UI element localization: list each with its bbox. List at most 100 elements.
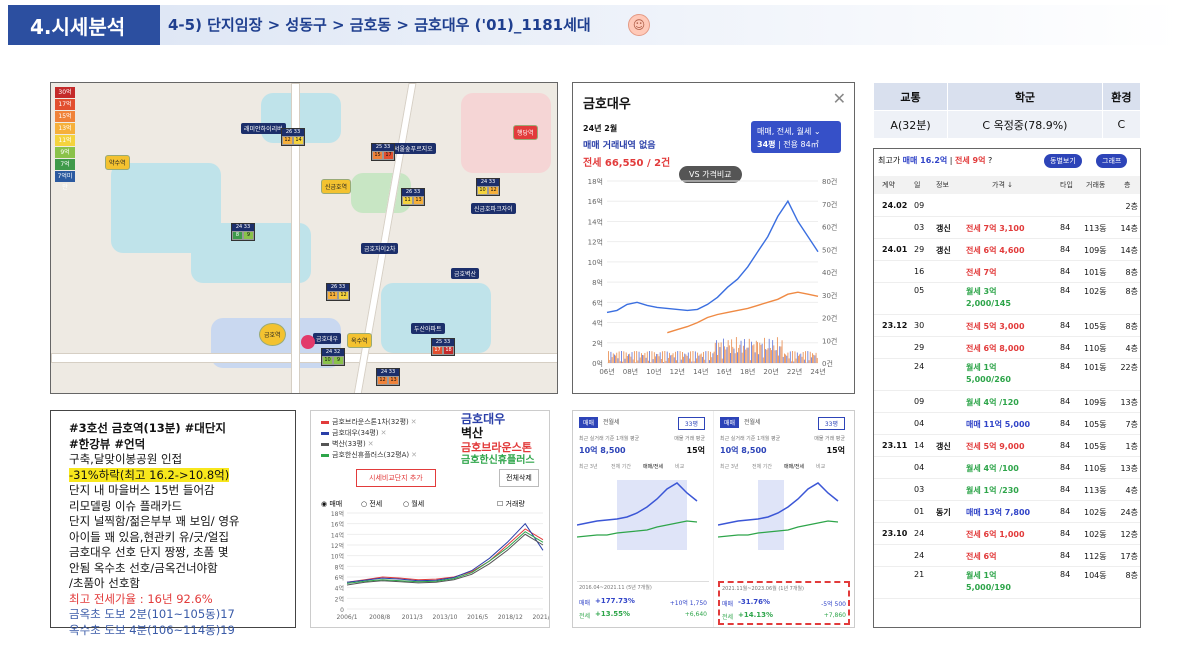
transaction-row[interactable]: 09 월세 4억 /120 84 109동 13층 bbox=[874, 391, 1140, 413]
price-box[interactable]: 26 33 11 12 bbox=[326, 283, 350, 301]
price-box[interactable]: 24 33 12 13 bbox=[376, 368, 400, 386]
volume-bar bbox=[646, 351, 648, 363]
complex-title: 금호대우 bbox=[583, 97, 631, 112]
transaction-row[interactable]: 16 전세 7억 84 101동 8층 bbox=[874, 261, 1140, 283]
close-icon[interactable]: ✕ bbox=[832, 89, 846, 108]
remove-icon[interactable]: ✕ bbox=[410, 418, 417, 426]
trade-type-selector[interactable]: 매매, 전세, 월세 ⌄ 34평 | 전용 84㎡ bbox=[751, 121, 841, 153]
row-floor: 17층 bbox=[1120, 552, 1138, 561]
jeonse-change: +13.55% bbox=[595, 610, 631, 618]
row-info: 갱신 bbox=[936, 224, 951, 233]
transaction-row[interactable]: 04 월세 4억 /100 84 110동 13층 bbox=[874, 457, 1140, 479]
period-tab[interactable]: 비교 bbox=[816, 464, 826, 470]
road bbox=[51, 353, 557, 363]
area-map[interactable]: 30억 17억 15억 13억 11억 9억 7억 7억미만 약수역 신금호역 옥수역 금호역… bbox=[50, 82, 558, 394]
target-pin[interactable] bbox=[301, 335, 315, 349]
volume-bar bbox=[700, 353, 702, 363]
period-tab[interactable]: 전체 기간 bbox=[611, 464, 631, 470]
tab-jeonse[interactable]: ○ 전세 bbox=[361, 500, 383, 508]
compare-item[interactable]: 금호한신휴플러스(32평A) ✕ bbox=[321, 450, 417, 460]
period-tab[interactable]: 비교 bbox=[675, 464, 685, 470]
overlay-label: 금호한신휴플러스 bbox=[461, 455, 535, 466]
complex-label[interactable]: 금호자이2차 bbox=[361, 243, 399, 254]
tab-sale[interactable]: ◉ 매매 bbox=[321, 500, 343, 508]
complex-label[interactable]: 래미안하이리버 bbox=[241, 123, 286, 134]
y-tick-label: 4억 bbox=[592, 320, 603, 328]
volume-bar bbox=[755, 340, 757, 363]
period-tab[interactable]: 매매/전세 bbox=[784, 464, 805, 470]
size-select[interactable]: 33평 bbox=[677, 417, 705, 430]
row-day: 03 bbox=[914, 223, 925, 232]
price-box[interactable]: 24 33 8 9 bbox=[231, 223, 255, 241]
transaction-row[interactable]: 29 전세 6억 8,000 84 110동 4층 bbox=[874, 337, 1140, 359]
complex-label[interactable]: 신금호파크자이 bbox=[471, 203, 516, 214]
compare-item[interactable]: 금호브라운스톤1차(32평) ✕ bbox=[321, 417, 417, 427]
tab-sale[interactable]: 매매 bbox=[720, 417, 740, 428]
delete-all-button[interactable]: 전체삭제 bbox=[499, 469, 539, 487]
tab-wolse[interactable]: ○ 월세 bbox=[403, 500, 425, 508]
sale-line bbox=[718, 482, 839, 526]
y2-tick-label: 50건 bbox=[822, 245, 837, 254]
row-month: 24.01 bbox=[882, 245, 908, 254]
tab-rent[interactable]: 전월세 bbox=[603, 419, 620, 426]
dong-view-button[interactable]: 동별보기 bbox=[1044, 154, 1082, 168]
transaction-row[interactable]: 24.01 29 갱신 전세 6억 4,600 84 109동 14층 bbox=[874, 239, 1140, 261]
transaction-row[interactable]: 03 갱신 전세 7억 3,100 84 113동 14층 bbox=[874, 217, 1140, 239]
transaction-row[interactable]: 23.10 24 전세 6억 1,000 84 102동 12층 bbox=[874, 523, 1140, 545]
price-box[interactable]: 26 33 11 13 bbox=[401, 188, 425, 206]
transaction-row[interactable]: 03 월세 1억 /230 84 113동 4층 bbox=[874, 479, 1140, 501]
transaction-row[interactable]: 23.12 30 전세 5억 3,000 84 105동 8층 bbox=[874, 315, 1140, 337]
transaction-row[interactable]: 24 월세 1억 5,000/260 84 101동 22층 bbox=[874, 359, 1140, 391]
volume-bar bbox=[726, 347, 728, 363]
price-box[interactable]: 26 33 12 14 bbox=[281, 128, 305, 146]
compare-item[interactable]: 금호대우(34평) ✕ bbox=[321, 428, 386, 438]
sale-amount: -5억 500 bbox=[821, 601, 846, 608]
period-tab[interactable]: 최근 3년 bbox=[579, 464, 598, 470]
price-box[interactable]: 25 33 15 17 bbox=[371, 143, 395, 161]
tab-rent[interactable]: 전월세 bbox=[744, 419, 761, 426]
volume-bar bbox=[732, 346, 734, 363]
vs-compare-button[interactable]: VS 가격비교 bbox=[679, 166, 742, 183]
note-line: #한강뷰 #언덕 bbox=[69, 436, 146, 451]
remove-icon[interactable]: ✕ bbox=[367, 440, 374, 448]
volume-bar bbox=[720, 342, 722, 363]
row-type: 84 bbox=[1060, 419, 1071, 428]
graph-button[interactable]: 그래프 bbox=[1096, 154, 1128, 168]
transaction-row[interactable]: 21 월세 1억 5,000/190 84 104동 8층 bbox=[874, 567, 1140, 599]
period-tab[interactable]: 매매/전세 bbox=[643, 464, 664, 470]
transaction-row[interactable]: 05 월세 3억 2,000/145 84 102동 8층 bbox=[874, 283, 1140, 315]
station-yaksu[interactable]: 약수역 bbox=[105, 155, 130, 170]
station-oksu[interactable]: 옥수역 bbox=[347, 333, 372, 348]
tab-sale[interactable]: 매매 bbox=[579, 417, 599, 428]
volume-bar bbox=[776, 337, 778, 363]
complex-label[interactable]: 금호벽산 bbox=[451, 268, 480, 279]
transaction-row[interactable]: 04 매매 11억 5,000 84 105동 7층 bbox=[874, 413, 1140, 435]
volume-bar bbox=[772, 340, 774, 363]
period-tab[interactable]: 최근 3년 bbox=[720, 464, 739, 470]
listing-price: 15억 bbox=[826, 446, 846, 455]
compare-series-line bbox=[346, 533, 544, 586]
transaction-row[interactable]: 23.11 14 갱신 전세 5억 9,000 84 105동 1층 bbox=[874, 435, 1140, 457]
station-haengdang[interactable]: 행당역 bbox=[513, 125, 538, 140]
remove-icon[interactable]: ✕ bbox=[411, 451, 417, 459]
transaction-row[interactable]: 24 전세 6억 84 112동 17층 bbox=[874, 545, 1140, 567]
remove-icon[interactable]: ✕ bbox=[380, 429, 387, 437]
period-tab[interactable]: 전체 기간 bbox=[752, 464, 772, 470]
size-select[interactable]: 33평 bbox=[817, 417, 845, 430]
complex-label[interactable]: 두산아파트 bbox=[411, 323, 445, 334]
help-icon[interactable]: ? bbox=[988, 156, 993, 165]
complex-label[interactable]: 서울숲푸르지오 bbox=[391, 143, 436, 154]
complex-label[interactable]: 금호대우 bbox=[313, 333, 342, 344]
transaction-row[interactable]: 24.02 09 2층 bbox=[874, 195, 1140, 217]
tab-volume[interactable]: ☐ 거래량 bbox=[497, 500, 525, 508]
volume-bar bbox=[617, 358, 619, 363]
add-compare-button[interactable]: 시세비교단지 추가 bbox=[356, 469, 436, 487]
transaction-row[interactable]: 01 동기 매매 13억 7,800 84 102동 24층 bbox=[874, 501, 1140, 523]
price-box[interactable]: 24 33 10 12 bbox=[476, 178, 500, 196]
station-singeumho[interactable]: 신금호역 bbox=[321, 179, 352, 194]
price-box[interactable]: 24 32 10 9 bbox=[321, 348, 345, 366]
station-geumho[interactable]: 금호역 bbox=[259, 323, 286, 346]
volume-bar bbox=[631, 352, 633, 363]
price-box[interactable]: 25 33 17 18 bbox=[431, 338, 455, 356]
compare-item[interactable]: 벽산(33평) ✕ bbox=[321, 439, 374, 449]
